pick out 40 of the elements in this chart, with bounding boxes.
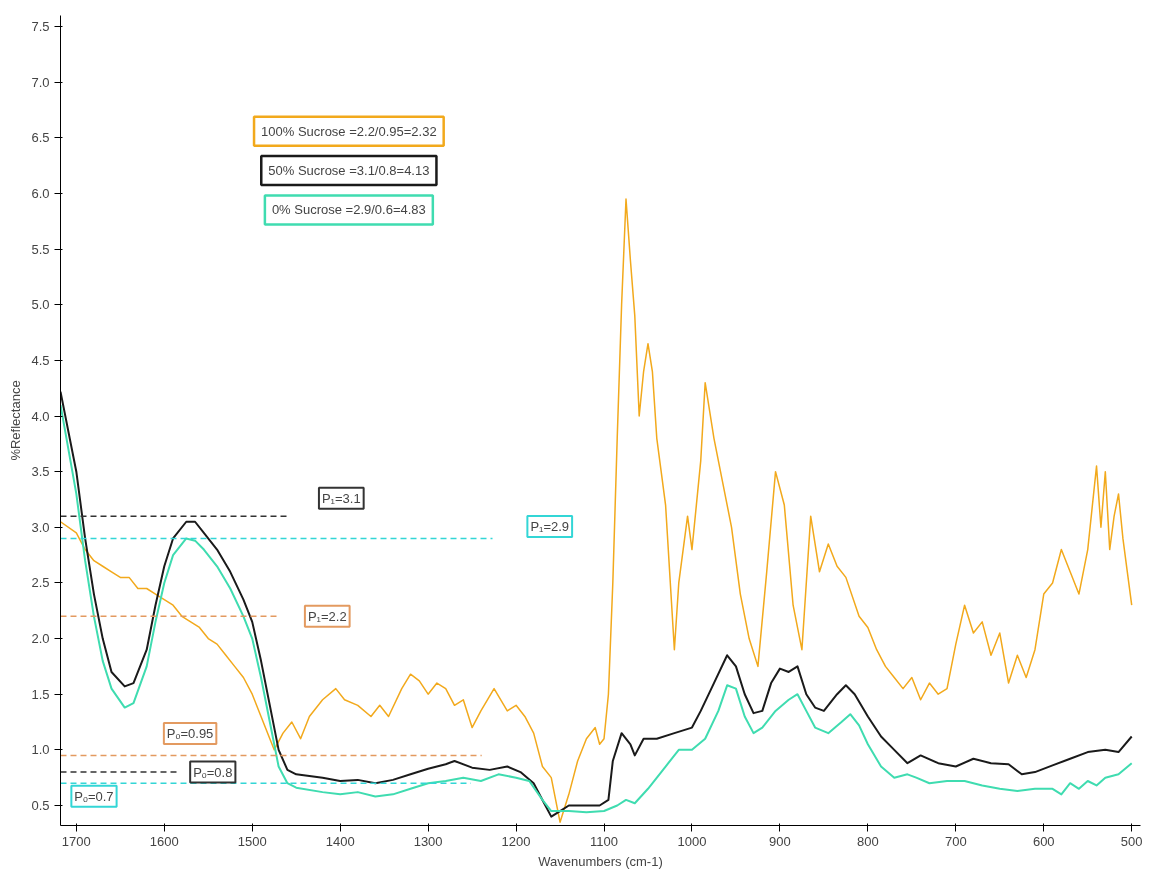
- ref-line-label: P₁=3.1: [321, 490, 361, 506]
- y-tick-label: 6.5: [31, 130, 50, 146]
- x-tick-label: 1000: [677, 833, 707, 849]
- ref-line-label: Pₒ=0.7: [74, 788, 114, 804]
- y-tick-label: 5.5: [31, 241, 50, 257]
- y-tick-label: 3.5: [31, 464, 50, 480]
- line-series: [60, 198, 1133, 823]
- x-tick-label: 1200: [501, 833, 531, 849]
- x-axis-title: Wavenumbers (cm-1): [538, 853, 663, 869]
- x-tick-label: 900: [769, 833, 791, 849]
- y-tick-label: 4.5: [31, 352, 50, 368]
- y-tick-label: 2.0: [31, 631, 50, 647]
- annotation: 50% Sucrose =3.1/0.8=4.13: [268, 163, 430, 179]
- y-tick-label: 1.0: [31, 742, 50, 758]
- y-tick-label: 7.5: [31, 19, 50, 35]
- x-tick-label: 600: [1032, 833, 1055, 849]
- y-tick-label: 5.0: [31, 297, 50, 313]
- y-tick-label: 6.0: [31, 186, 50, 202]
- y-tick-label: 4.0: [31, 408, 50, 424]
- x-tick-label: 1500: [237, 833, 267, 849]
- y-tick-label: 1.5: [31, 686, 50, 702]
- x-tick-label: 1700: [61, 833, 91, 849]
- y-tick-label: 2.5: [31, 575, 50, 591]
- y-tick-label: 7.0: [31, 74, 50, 90]
- x-tick-label: 1300: [413, 833, 443, 849]
- y-tick-label: 0.5: [31, 797, 50, 813]
- y-tick-label: 3.0: [31, 519, 50, 535]
- ref-line-label: P₁=2.2: [307, 608, 347, 624]
- x-tick-label: 1600: [149, 833, 179, 849]
- x-tick-label: 700: [944, 833, 967, 849]
- x-tick-label: 500: [1120, 833, 1143, 849]
- x-tick-label: 1400: [325, 833, 355, 849]
- y-axis-title: %Reflectance: [8, 380, 24, 461]
- annotation: 0% Sucrose =2.9/0.6=4.83: [271, 202, 426, 218]
- annotation: 100% Sucrose =2.2/0.95=2.32: [261, 123, 437, 139]
- ref-line-label: Pₒ=0.95: [166, 725, 214, 741]
- ref-line-label: Pₒ=0.8: [193, 764, 233, 780]
- ref-line-label: P₁=2.9: [530, 518, 570, 534]
- x-tick-label: 800: [857, 833, 879, 849]
- x-tick-label: 1100: [590, 833, 619, 849]
